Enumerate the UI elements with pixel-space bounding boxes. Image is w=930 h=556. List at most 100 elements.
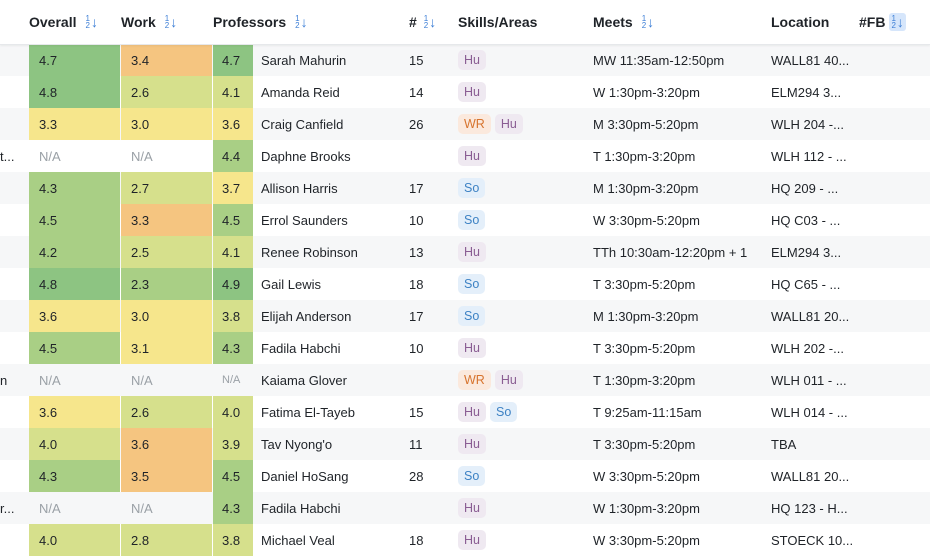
- sort-professors-icon[interactable]: 1 2 ↓: [295, 14, 308, 30]
- course-title-cell[interactable]: [0, 44, 28, 76]
- table-row[interactable]: 4.3 3.5 4.5 Daniel HoSang 28 So W 3:30pm-5:20p…: [0, 460, 930, 492]
- course-title-cell[interactable]: [0, 236, 28, 268]
- sort-fb-icon[interactable]: 1 2 ↓: [889, 13, 906, 31]
- workload-rating-cell: 3.0: [121, 300, 212, 332]
- column-header-overall[interactable]: Overall 1 2 ↓: [29, 0, 100, 44]
- sort-overall-icon[interactable]: 1 2 ↓: [85, 14, 98, 30]
- workload-rating-cell: 2.6: [121, 76, 212, 108]
- professor-name[interactable]: Tav Nyong'o: [261, 436, 333, 452]
- location-cell[interactable]: HQ C65 - ...: [771, 276, 841, 292]
- professor-name[interactable]: Fatima El-Tayeb: [261, 404, 355, 420]
- table-row[interactable]: 4.3 2.7 3.7 Allison Harris 17 So M 1:30pm-3:20…: [0, 172, 930, 204]
- course-title-cell[interactable]: [0, 76, 28, 108]
- table-row[interactable]: r... N/A N/A 4.3 Fadila Habchi Hu W 1:30pm-3:2…: [0, 492, 930, 524]
- location-cell[interactable]: WALL81 20...: [771, 308, 850, 324]
- sort-meets-icon[interactable]: 1 2 ↓: [641, 14, 655, 30]
- table-row[interactable]: 4.0 2.8 3.8 Michael Veal 18 Hu W 3:30pm-5:20pm…: [0, 524, 930, 556]
- skills-areas-cell: Hu So: [458, 396, 588, 428]
- table-row[interactable]: t... N/A N/A 4.4 Daphne Brooks Hu T 1:30pm-3:2…: [0, 140, 930, 172]
- professor-name[interactable]: Craig Canfield: [261, 116, 344, 132]
- course-title-cell[interactable]: [0, 204, 28, 236]
- workload-rating-cell: 3.0: [121, 108, 212, 140]
- location-cell[interactable]: HQ 123 - H...: [771, 500, 848, 516]
- course-title-cell[interactable]: t...: [0, 148, 15, 164]
- course-title-cell[interactable]: n: [0, 372, 8, 388]
- column-header-fb[interactable]: #FB 1 2 ↓: [859, 0, 906, 44]
- professor-name[interactable]: Allison Harris: [261, 180, 338, 196]
- workload-rating-cell: 2.8: [121, 524, 212, 556]
- course-title-cell[interactable]: [0, 524, 28, 556]
- meeting-times: W 1:30pm-3:20pm: [593, 500, 700, 516]
- column-header-skills[interactable]: Skills/Areas: [458, 0, 537, 44]
- table-row[interactable]: 4.5 3.1 4.3 Fadila Habchi 10 Hu T 3:30pm-5:20p…: [0, 332, 930, 364]
- table-row[interactable]: 3.3 3.0 3.6 Craig Canfield 26 WR Hu M 3:30pm-5:…: [0, 108, 930, 140]
- course-title-cell[interactable]: [0, 332, 28, 364]
- professor-name[interactable]: Errol Saunders: [261, 212, 348, 228]
- location-cell[interactable]: ELM294 3...: [771, 84, 842, 100]
- course-title-cell[interactable]: [0, 460, 28, 492]
- location-cell[interactable]: WLH 202 -...: [771, 340, 844, 356]
- overall-rating-cell: 3.3: [29, 108, 120, 140]
- sort-num-icon[interactable]: 1 2 ↓: [423, 14, 437, 30]
- professor-name[interactable]: Renee Robinson: [261, 244, 358, 260]
- enrollment-count: 15: [409, 404, 424, 420]
- meeting-times: T 9:25am-11:15am: [593, 404, 702, 420]
- course-title-cell[interactable]: [0, 172, 28, 204]
- column-header-location[interactable]: Location: [771, 0, 829, 44]
- professor-rating-cell: 4.9: [213, 268, 253, 300]
- course-title-cell[interactable]: [0, 300, 28, 332]
- professor-name[interactable]: Fadila Habchi: [261, 340, 341, 356]
- column-header-skills-label: Skills/Areas: [458, 14, 538, 30]
- professor-rating-cell: 4.4: [213, 140, 253, 172]
- location-cell[interactable]: WALL81 20...: [771, 468, 850, 484]
- table-row[interactable]: 4.8 2.3 4.9 Gail Lewis 18 So T 3:30pm-5:20pm HQ…: [0, 268, 930, 300]
- professor-name[interactable]: Sarah Mahurin: [261, 52, 347, 68]
- skill-badge: Hu: [458, 50, 486, 70]
- course-title-cell[interactable]: [0, 396, 28, 428]
- course-title-cell[interactable]: r...: [0, 500, 15, 516]
- professor-name[interactable]: Fadila Habchi: [261, 500, 341, 516]
- table-row[interactable]: 4.7 3.4 4.7 Sarah Mahurin 15 Hu MW 11:35am-12:…: [0, 44, 930, 76]
- workload-rating-cell: 2.3: [121, 268, 212, 300]
- location-cell[interactable]: TBA: [771, 436, 797, 452]
- location-cell[interactable]: WLH 014 - ...: [771, 404, 848, 420]
- skills-areas-cell: Hu: [458, 140, 588, 172]
- location-cell[interactable]: WALL81 40...: [771, 52, 850, 68]
- course-title-cell[interactable]: [0, 108, 28, 140]
- professor-name[interactable]: Gail Lewis: [261, 276, 321, 292]
- table-row[interactable]: 3.6 2.6 4.0 Fatima El-Tayeb 15 Hu So T 9:25am-1…: [0, 396, 930, 428]
- professor-name[interactable]: Elijah Anderson: [261, 308, 352, 324]
- location-cell[interactable]: HQ 209 - ...: [771, 180, 839, 196]
- location-cell[interactable]: ELM294 3...: [771, 244, 842, 260]
- location-cell[interactable]: WLH 204 -...: [771, 116, 844, 132]
- meeting-times: M 1:30pm-3:20pm: [593, 308, 699, 324]
- course-title-cell[interactable]: [0, 428, 28, 460]
- table-row[interactable]: 4.8 2.6 4.1 Amanda Reid 14 Hu W 1:30pm-3:20pm E…: [0, 76, 930, 108]
- overall-rating-cell: 4.0: [29, 524, 120, 556]
- table-row[interactable]: n N/A N/A N/A Kaiama Glover WR Hu T 1:30pm-3:20…: [0, 364, 930, 396]
- location-cell[interactable]: WLH 112 - ...: [771, 148, 847, 164]
- column-header-work[interactable]: Work 1 2 ↓: [121, 0, 179, 44]
- table-row[interactable]: 4.2 2.5 4.1 Renee Robinson 13 Hu TTh 10:30am-1…: [0, 236, 930, 268]
- professor-name[interactable]: Michael Veal: [261, 532, 335, 548]
- table-row[interactable]: 3.6 3.0 3.8 Elijah Anderson 17 So M 1:30pm-3:2…: [0, 300, 930, 332]
- overall-rating-cell: 4.3: [29, 460, 120, 492]
- table-row[interactable]: 4.0 3.6 3.9 Tav Nyong'o 11 Hu T 3:30pm-5:20pm T…: [0, 428, 930, 460]
- column-header-num[interactable]: # 1 2 ↓: [409, 0, 438, 44]
- professor-name[interactable]: Daphne Brooks: [261, 148, 351, 164]
- professor-rating-cell: N/A: [222, 374, 241, 386]
- professor-name[interactable]: Amanda Reid: [261, 84, 340, 100]
- sort-work-icon[interactable]: 1 2 ↓: [164, 14, 178, 30]
- location-cell[interactable]: HQ C03 - ...: [771, 212, 841, 228]
- column-header-meets[interactable]: Meets 1 2 ↓: [593, 0, 656, 44]
- location-cell[interactable]: WLH 011 - ...: [771, 372, 847, 388]
- skill-badge: So: [458, 306, 486, 326]
- skills-areas-cell: WR Hu: [458, 364, 588, 396]
- course-title-cell[interactable]: [0, 268, 28, 300]
- skills-areas-cell: So: [458, 204, 588, 236]
- table-row[interactable]: 4.5 3.3 4.5 Errol Saunders 10 So W 3:30pm-5:20…: [0, 204, 930, 236]
- professor-name[interactable]: Kaiama Glover: [261, 372, 347, 388]
- location-cell[interactable]: STOECK 10...: [771, 532, 854, 548]
- professor-name[interactable]: Daniel HoSang: [261, 468, 349, 484]
- column-header-professors[interactable]: Professors 1 2 ↓: [213, 0, 310, 44]
